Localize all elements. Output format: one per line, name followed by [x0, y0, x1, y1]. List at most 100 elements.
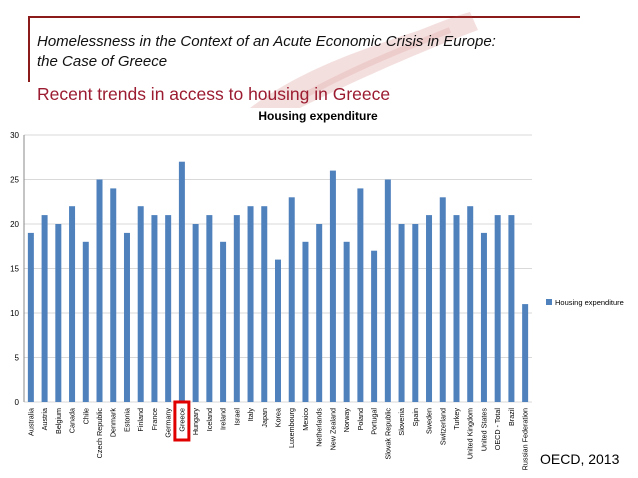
bar — [123, 232, 130, 402]
x-tick-label: Poland — [356, 408, 365, 430]
source-note: OECD, 2013 — [540, 451, 620, 467]
chart-title: Housing expenditure — [258, 109, 378, 123]
bar — [178, 161, 185, 402]
x-tick-label: Finland — [136, 408, 145, 432]
x-tick-label: Ireland — [219, 408, 228, 430]
slide-subtitle: Recent trends in access to housing in Gr… — [37, 84, 391, 104]
x-tick-label: Sweden — [425, 408, 434, 434]
x-axis-labels: Australia Austria Belgium Canada Chile Czech … — [26, 408, 529, 471]
x-tick-label: United States — [479, 408, 488, 452]
y-tick-label: 30 — [10, 131, 19, 140]
bar — [384, 179, 391, 402]
x-tick-label: Turkey — [452, 408, 461, 430]
x-tick-label: Chile — [81, 408, 90, 424]
bar — [467, 206, 474, 402]
x-tick-label: Norway — [342, 408, 351, 433]
x-tick-label: OECD - Total — [493, 408, 502, 451]
bar — [55, 224, 62, 402]
x-tick-label: Japan — [260, 408, 269, 428]
x-tick-label: Estonia — [122, 408, 131, 432]
slide-title-line-2: the Case of Greece — [37, 53, 168, 70]
bar — [151, 215, 158, 402]
x-tick-label: Portugal — [370, 408, 379, 435]
bar — [275, 259, 281, 402]
bar — [233, 215, 240, 402]
x-tick-label: Iceland — [205, 408, 214, 431]
bar — [426, 215, 433, 402]
x-tick-label: Israel — [232, 408, 241, 426]
highlight-rect — [173, 400, 191, 442]
bar — [110, 188, 117, 402]
x-tick-label: Spain — [411, 408, 420, 426]
x-tick-label: Slovak Republic — [383, 408, 392, 460]
bar — [343, 241, 350, 402]
x-tick-label: New Zealand — [328, 408, 337, 450]
bar — [329, 170, 336, 402]
slide-title-line-1: Homelessness in the Context of an Acute … — [37, 33, 496, 50]
bar — [206, 215, 213, 402]
bar — [165, 215, 172, 402]
bar — [508, 215, 515, 402]
y-tick-label: 10 — [10, 309, 19, 318]
bar — [371, 250, 378, 402]
y-tick-label: 25 — [10, 176, 19, 185]
legend-swatch — [546, 299, 552, 305]
title-frame-top-line — [28, 16, 580, 18]
x-tick-label: Slovenia — [397, 408, 406, 436]
bar — [261, 206, 268, 402]
bar — [96, 179, 103, 402]
bar — [288, 197, 295, 402]
chart-bars — [27, 161, 529, 402]
x-tick-label: Austria — [40, 408, 49, 430]
bar — [302, 241, 309, 402]
slide-title: Homelessness in the Context of an Acute … — [37, 32, 557, 72]
y-axis-ticks: 0 5 10 15 20 25 30 — [10, 131, 19, 407]
bar — [137, 206, 144, 402]
x-tick-label: Brazil — [507, 408, 516, 426]
x-tick-label: Switzerland — [438, 408, 447, 445]
bar — [69, 206, 76, 402]
highlight-box-greece — [173, 400, 191, 442]
x-tick-label: Australia — [26, 408, 35, 436]
chart-legend: Housing expenditure — [546, 298, 624, 307]
bar — [439, 197, 446, 402]
x-tick-label: Hungary — [191, 408, 200, 436]
x-tick-label: Greece — [177, 408, 186, 432]
y-tick-label: 20 — [10, 220, 19, 229]
x-tick-label: Russian Federation — [521, 408, 530, 470]
x-tick-label: Mexico — [301, 408, 310, 431]
bar — [82, 241, 89, 402]
bar — [398, 224, 405, 402]
legend-label: Housing expenditure — [555, 298, 624, 307]
bar — [41, 215, 48, 402]
bar — [192, 224, 199, 402]
title-frame-left-line — [28, 16, 30, 82]
x-tick-label: Denmark — [109, 408, 118, 438]
x-tick-label: Korea — [274, 408, 283, 427]
x-tick-label: Netherlands — [315, 408, 324, 447]
bar — [220, 241, 227, 402]
bar — [27, 232, 34, 402]
bar — [357, 188, 364, 402]
x-tick-label: Italy — [246, 408, 255, 422]
bar — [453, 215, 460, 402]
bar — [480, 232, 487, 402]
y-tick-label: 0 — [15, 398, 20, 407]
x-tick-label: Germany — [164, 408, 173, 438]
bar — [316, 224, 323, 402]
x-tick-label: United Kingdom — [466, 408, 475, 459]
bar — [494, 215, 501, 402]
x-tick-label: France — [150, 408, 159, 430]
x-tick-label: Canada — [68, 408, 77, 433]
bar — [247, 206, 254, 402]
y-tick-label: 15 — [10, 265, 19, 274]
x-tick-label: Czech Republic — [95, 408, 104, 459]
bar — [412, 224, 419, 402]
x-tick-label: Luxembourg — [287, 408, 296, 448]
y-tick-label: 5 — [15, 354, 20, 363]
bar — [522, 304, 529, 402]
x-tick-label: Belgium — [54, 408, 63, 434]
